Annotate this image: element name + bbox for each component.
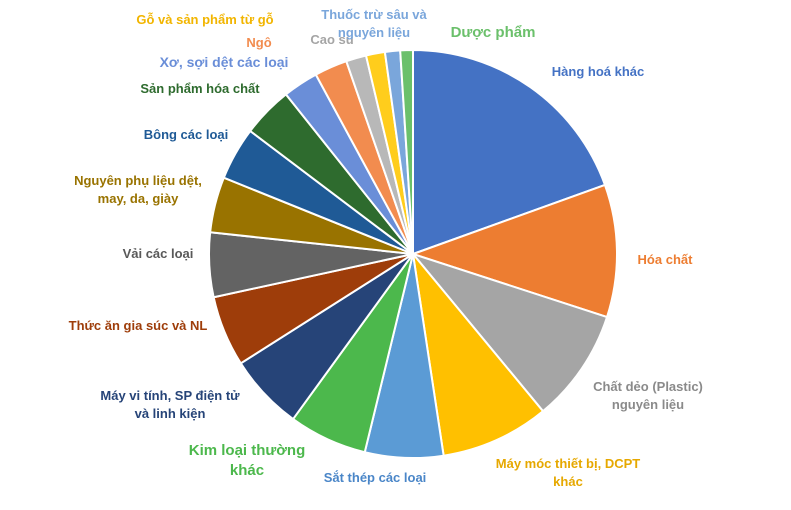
pie-slice-2: [409, 183, 618, 319]
slice-label-3: Chất dẻo (Plastic) nguyên liệu: [593, 379, 703, 412]
pie-slice-3: [410, 251, 609, 413]
slice-label-15: Cao su: [310, 32, 353, 47]
slice-label-4: Máy móc thiết bị, DCPT khác: [496, 456, 641, 489]
pie-slices: [207, 48, 618, 459]
slice-label-17: Thuốc trừ sâu và nguyên liệu: [321, 7, 427, 40]
slice-label-18: Dược phẩm: [451, 24, 536, 41]
slice-label-10: Nguyên phụ liệu dệt, may, da, giày: [74, 173, 202, 206]
slice-label-8: Thức ăn gia súc và NL: [69, 318, 208, 333]
slice-label-2: Hóa chất: [638, 252, 694, 267]
slice-label-12: Sản phẩm hóa chất: [140, 81, 260, 96]
slice-label-7: Máy vi tính, SP điện tử và linh kiện: [100, 388, 240, 421]
pie-labels: Hàng hoá khác Hóa chất Chất dẻo (Plastic) n…: [69, 7, 703, 489]
slice-label-11: Bông các loại: [144, 127, 229, 142]
slice-label-13: Xơ, sợi dệt các loại: [160, 54, 289, 70]
slice-label-9: Vải các loại: [123, 246, 194, 261]
slice-label-1: Hàng hoá khác: [552, 64, 644, 79]
slice-label-5: Sắt thép các loại: [324, 470, 427, 485]
slice-label-16: Gỗ và sản phẩm từ gỗ: [136, 12, 273, 27]
pie-slice-18: [399, 48, 414, 255]
slice-label-14: Ngô: [246, 35, 271, 50]
slice-label-6: Kim loại thường khác: [189, 442, 306, 479]
pie-slice-1: [412, 48, 607, 256]
pie-slice-4: [411, 250, 545, 457]
